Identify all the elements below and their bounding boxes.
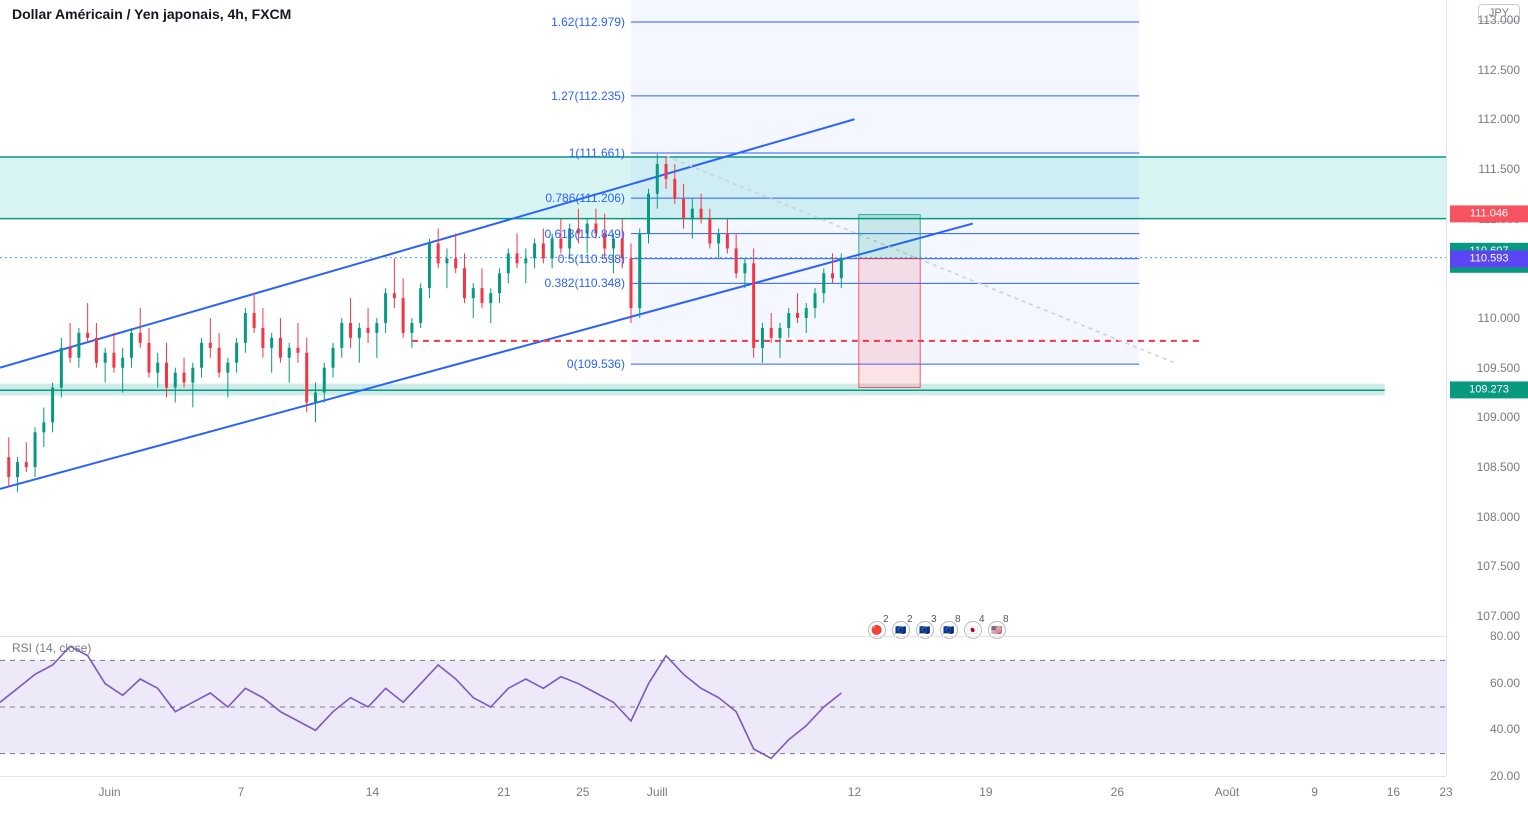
fib-level-label: 1(111.661) [569, 146, 631, 160]
x-tick: 9 [1311, 785, 1318, 799]
y-tick: 107.500 [1477, 559, 1520, 573]
fib-level-label: 0.5(110.598) [558, 252, 631, 266]
x-tick: 21 [497, 785, 510, 799]
y-tick: 113.000 [1478, 13, 1521, 27]
x-tick: Juin [99, 785, 121, 799]
fib-level-label: 0.786(111.206) [545, 191, 631, 205]
chart-root: Dollar Américain / Yen japonais, 4h, FXC… [0, 0, 1528, 816]
price-tag: 110.593 [1450, 250, 1528, 267]
rsi-tick: 20.00 [1490, 769, 1520, 783]
fib-level-label: 0(109.536) [567, 357, 631, 371]
y-tick: 110.000 [1478, 311, 1521, 325]
y-tick: 108.000 [1477, 510, 1520, 524]
x-tick: 19 [979, 785, 992, 799]
x-tick: 26 [1111, 785, 1124, 799]
y-tick: 107.000 [1477, 609, 1520, 623]
rsi-tick: 60.00 [1490, 676, 1520, 690]
x-tick: 14 [366, 785, 379, 799]
x-tick: 12 [848, 785, 861, 799]
x-tick: 16 [1387, 785, 1400, 799]
x-tick: 7 [238, 785, 245, 799]
rsi-tick: 40.00 [1490, 722, 1520, 736]
fib-level-label: 0.618(110.849) [544, 227, 631, 241]
rsi-tick: 80.00 [1490, 629, 1520, 643]
y-tick: 108.500 [1477, 460, 1520, 474]
y-tick: 109.500 [1477, 361, 1520, 375]
y-tick: 112.000 [1478, 112, 1521, 126]
rsi-label: RSI (14, close) [12, 641, 91, 655]
time-axis[interactable]: Juin7142125Juill121926Août91623 [0, 776, 1446, 816]
x-tick: 25 [576, 785, 589, 799]
y-tick: 111.500 [1478, 162, 1520, 176]
y-tick: 109.000 [1477, 410, 1520, 424]
price-pane[interactable]: 1.62(112.979) 1.27(112.235) 1(111.661) 0.78… [0, 0, 1446, 636]
fib-level-label: 1.27(112.235) [551, 89, 631, 103]
x-tick: 23 [1439, 785, 1452, 799]
chart-title: Dollar Américain / Yen japonais, 4h, FXC… [12, 6, 291, 22]
x-tick: Juill [647, 785, 668, 799]
price-tag: 111.046 [1450, 205, 1528, 222]
fib-level-label: 0.382(110.348) [544, 276, 631, 290]
rsi-pane[interactable]: RSI (14, close) [0, 636, 1446, 776]
x-tick: Août [1215, 785, 1240, 799]
price-y-axis[interactable]: JPY 113.000112.500112.000111.500111.0001… [1446, 0, 1528, 636]
rsi-y-axis: 80.0060.0040.0020.00 [1446, 636, 1528, 776]
price-tag: 109.273 [1450, 382, 1528, 399]
y-tick: 112.500 [1478, 63, 1521, 77]
fib-level-label: 1.62(112.979) [551, 15, 631, 29]
